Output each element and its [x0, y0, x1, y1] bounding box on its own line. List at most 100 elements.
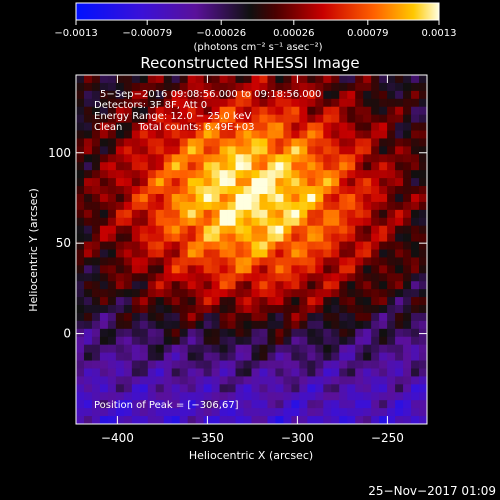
heatmap-cell	[419, 122, 428, 131]
heatmap-cell	[307, 90, 316, 100]
heatmap-cell	[155, 281, 165, 290]
heatmap-cell	[91, 249, 101, 258]
heatmap-cell	[219, 162, 228, 171]
heatmap-cell	[347, 146, 356, 155]
heatmap-cell	[203, 289, 213, 298]
heatmap-cell	[139, 178, 149, 187]
heatmap-cell	[123, 416, 133, 425]
heatmap-cell	[107, 360, 117, 369]
heatmap-cell	[339, 305, 348, 314]
heatmap-cell	[331, 400, 340, 409]
heatmap-cell	[307, 297, 316, 306]
heatmap-cell	[339, 146, 348, 155]
heatmap-cell	[139, 265, 149, 274]
heatmap-cell	[123, 170, 133, 179]
heatmap-cell	[227, 75, 236, 84]
heatmap-cell	[267, 289, 276, 298]
heatmap-cell	[83, 225, 93, 235]
heatmap-cell	[323, 368, 332, 377]
heatmap-cell	[379, 289, 388, 298]
heatmap-cell	[347, 225, 356, 235]
heatmap-cell	[331, 368, 340, 377]
heatmap-cell	[251, 320, 260, 330]
heatmap-cell	[299, 384, 308, 393]
heatmap-cell	[323, 328, 332, 338]
heatmap-cell	[283, 297, 292, 306]
heatmap-cell	[187, 312, 197, 322]
heatmap-cell	[419, 98, 428, 108]
heatmap-cell	[123, 217, 133, 227]
heatmap-cell	[76, 376, 85, 385]
heatmap-cell	[363, 376, 372, 385]
heatmap-cell	[211, 154, 220, 163]
heatmap-cell	[347, 328, 356, 338]
heatmap-cell	[131, 130, 141, 139]
heatmap-cell	[379, 209, 388, 219]
heatmap-cell	[379, 225, 388, 235]
heatmap-cell	[123, 376, 133, 385]
heatmap-cell	[163, 82, 173, 92]
heatmap-cell	[155, 209, 165, 219]
heatmap-cell	[227, 344, 236, 354]
heatmap-cell	[347, 368, 356, 377]
heatmap-cell	[363, 360, 372, 369]
heatmap-cell	[267, 75, 276, 84]
heatmap-cell	[91, 106, 101, 116]
heatmap-cell	[275, 249, 284, 258]
heatmap-cell	[115, 114, 125, 123]
heatmap-cell	[355, 170, 364, 179]
heatmap-cell	[411, 265, 420, 274]
heatmap-cell	[139, 257, 149, 266]
heatmap-cell	[251, 392, 260, 401]
heatmap-cell	[131, 305, 141, 314]
heatmap-cell	[331, 408, 340, 417]
heatmap-cell	[379, 312, 388, 322]
heatmap-cell	[315, 408, 324, 417]
heatmap-cell	[307, 249, 316, 258]
heatmap-cell	[267, 82, 276, 92]
heatmap-cell	[403, 305, 412, 314]
heatmap-cell	[323, 281, 332, 290]
heatmap-cell	[219, 297, 228, 306]
heatmap-cell	[379, 178, 388, 187]
heatmap-cell	[187, 209, 197, 219]
heatmap-cell	[243, 241, 252, 250]
heatmap-cell	[171, 297, 181, 306]
heatmap-cell	[323, 186, 332, 195]
heatmap-cell	[379, 352, 388, 361]
heatmap-cell	[131, 416, 141, 425]
heatmap-cell	[227, 392, 236, 401]
heatmap-cell	[227, 328, 236, 338]
heatmap-cell	[323, 154, 332, 163]
heatmap-cell	[387, 75, 396, 84]
heatmap-cell	[371, 416, 380, 425]
heatmap-cell	[131, 408, 141, 417]
heatmap-cell	[211, 217, 220, 227]
heatmap-cell	[131, 98, 141, 108]
heatmap-cell	[76, 233, 85, 242]
colorbar-gradient	[75, 2, 440, 21]
heatmap-cell	[187, 257, 197, 266]
heatmap-cell	[179, 154, 189, 163]
heatmap-cell	[155, 114, 165, 123]
heatmap-cell	[331, 257, 340, 266]
heatmap-cell	[107, 416, 117, 425]
heatmap-cell	[203, 273, 213, 282]
heatmap-cell	[339, 352, 348, 361]
heatmap-cell	[131, 225, 141, 235]
heatmap-cell	[267, 273, 276, 282]
heatmap-cell	[371, 122, 380, 131]
heatmap-cell	[243, 408, 252, 417]
heatmap-cell	[307, 209, 316, 219]
heatmap-cell	[187, 297, 197, 306]
heatmap-cell	[315, 186, 324, 195]
heatmap-cell	[291, 392, 300, 401]
heatmap-cell	[347, 114, 356, 123]
heatmap-cell	[179, 336, 189, 346]
heatmap-cell	[275, 130, 284, 139]
heatmap-cell	[211, 186, 220, 195]
heatmap-cell	[219, 400, 228, 409]
heatmap-cell	[203, 257, 213, 266]
heatmap-cell	[283, 257, 292, 266]
heatmap-cell	[379, 408, 388, 417]
